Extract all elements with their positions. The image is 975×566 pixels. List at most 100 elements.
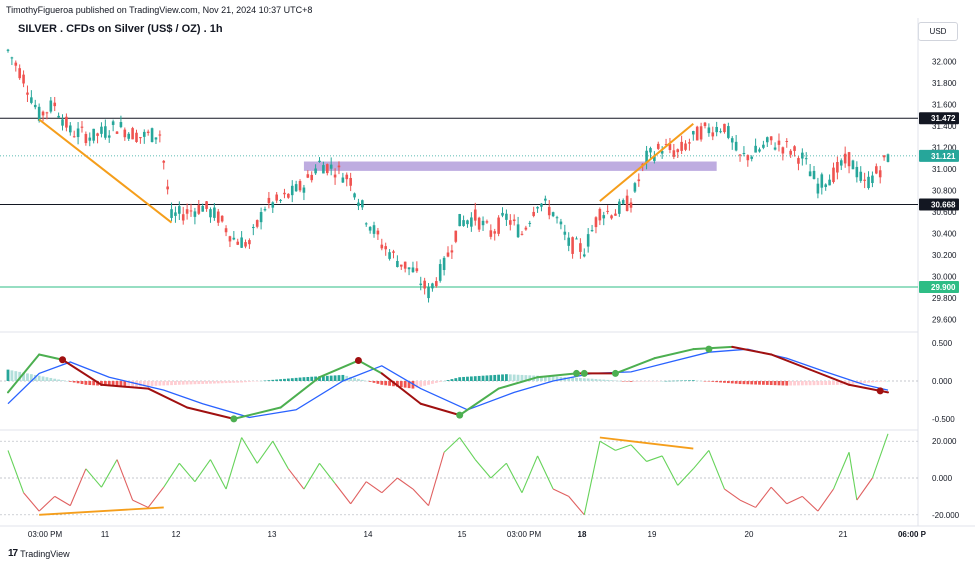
macd-histogram-bar [485, 375, 489, 381]
candle-up [633, 183, 637, 192]
osc-segment [474, 459, 492, 479]
macd-fast-segment [279, 376, 321, 409]
macd-cross-marker [59, 356, 67, 364]
candle-up [754, 145, 757, 153]
macd-histogram-bar [715, 381, 719, 383]
osc-segment [786, 495, 803, 505]
candle-down [162, 160, 166, 163]
candle-up [528, 222, 532, 224]
candle-down [797, 158, 800, 164]
macd-histogram-bar [100, 381, 103, 386]
macd-histogram-bar [543, 376, 547, 381]
macd-histogram-bar [403, 381, 407, 388]
candle-up [466, 220, 469, 225]
candle-down [415, 268, 419, 272]
price-tick-label: 31.600 [932, 100, 957, 109]
osc-segment [303, 462, 320, 490]
candle-up [750, 156, 754, 159]
macd-histogram-bar [283, 378, 286, 381]
osc-tick-label: 0.000 [932, 474, 953, 483]
time-tick-label: 03:00 PM [507, 530, 542, 539]
candle-down [18, 68, 21, 79]
currency-selector[interactable]: USD [918, 22, 958, 41]
macd-histogram-bar [828, 381, 831, 385]
candle-down [244, 242, 247, 247]
macd-histogram-bar [473, 376, 477, 381]
candle-up [259, 212, 263, 223]
macd-histogram-bar [298, 377, 302, 381]
candle-down [228, 236, 232, 242]
macd-histogram-bar [146, 381, 150, 387]
candle-up [150, 128, 154, 142]
macd-histogram-bar [434, 381, 438, 383]
candle-down [435, 281, 438, 287]
candle-down [392, 251, 395, 253]
candle-up [758, 149, 761, 152]
macd-cross-marker [456, 411, 464, 419]
candle-down [197, 205, 201, 214]
macd-histogram-bar [107, 381, 111, 387]
candle-down [878, 170, 882, 178]
osc-segment [599, 440, 616, 451]
macd-fast-segment [380, 372, 422, 405]
macd-histogram-bar [625, 381, 629, 382]
price-tick-label: 31.400 [932, 122, 957, 131]
candle-up [582, 254, 586, 257]
macd-fast-segment [147, 387, 189, 409]
macd-histogram-bar [244, 381, 247, 383]
osc-segment [272, 440, 289, 470]
macd-histogram-bar [248, 381, 251, 382]
osc-tick-label: 20.000 [932, 437, 957, 446]
macd-histogram-bar [131, 381, 135, 387]
macd-histogram-bar [676, 380, 680, 382]
candle-up [57, 115, 60, 118]
macd-histogram-bar [399, 381, 403, 388]
candle-down [403, 261, 407, 269]
macd-histogram-bar [290, 378, 294, 381]
candle-up [501, 212, 504, 216]
macd-histogram-bar [57, 379, 61, 381]
macd-histogram-bar [835, 381, 839, 385]
time-tick-label: 15 [458, 530, 467, 539]
macd-histogram-bar [127, 381, 131, 387]
macd-histogram-bar [177, 381, 181, 385]
macd-histogram-bar [652, 381, 656, 382]
macd-fast-segment [692, 345, 734, 351]
price-label-text: 31.472 [931, 114, 956, 123]
macd-histogram-bar [395, 381, 399, 387]
candle-down [131, 128, 134, 140]
macd-histogram-bar [345, 375, 349, 381]
candle-up [871, 175, 874, 184]
candle-up [61, 119, 64, 126]
candle-up [119, 122, 123, 128]
macd-histogram-bar [832, 381, 835, 385]
macd-histogram-bar [61, 380, 64, 381]
macd-histogram-bar [567, 377, 571, 381]
candle-up [411, 267, 415, 273]
macd-histogram-bar [88, 381, 92, 386]
candle-down [614, 213, 617, 216]
candle-up [516, 224, 520, 238]
time-tick-label: 18 [578, 530, 587, 539]
osc-segment [319, 462, 336, 484]
candle-up [357, 202, 360, 207]
macd-histogram-bar [758, 381, 761, 385]
candle-down [189, 210, 193, 212]
macd-histogram-bar [286, 378, 290, 381]
candle-down [287, 193, 290, 198]
candle-down [606, 210, 609, 212]
candle-up [49, 100, 53, 112]
tradingview-logo[interactable]: 17 TradingView [8, 548, 70, 559]
macd-histogram-bar [384, 381, 388, 386]
candle-down [325, 164, 329, 174]
candle-down [139, 137, 142, 139]
candle-down [80, 126, 84, 128]
candle-up [353, 193, 356, 198]
macd-histogram-bar [695, 380, 699, 382]
candle-down [489, 230, 493, 237]
macd-histogram-bar [357, 378, 360, 381]
macd-histogram-bar [49, 377, 53, 381]
macd-histogram-bar [598, 379, 602, 381]
candle-up [92, 128, 95, 141]
